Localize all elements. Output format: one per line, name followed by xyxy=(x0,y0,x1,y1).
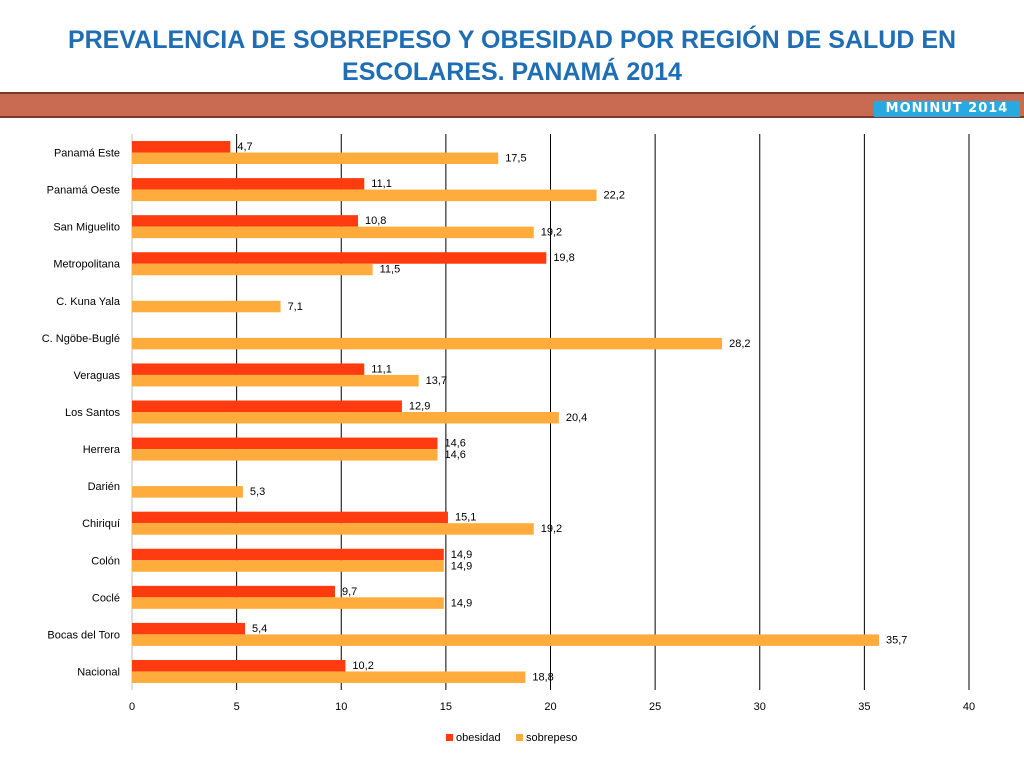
category-label: Nacional xyxy=(77,666,120,678)
x-tick-label: 35 xyxy=(858,701,870,713)
sobrepeso-bar xyxy=(132,671,526,683)
sobrepeso-bar xyxy=(132,597,444,609)
category-label: C. Kuna Yala xyxy=(56,296,121,308)
title-line-2: ESCOLARES. PANAMÁ 2014 xyxy=(342,58,682,86)
data-labels: 4,7 17,5 11,1 22,2 10,8 19,2 19,8 11,5 7,1 28,2 11… xyxy=(237,141,907,683)
obesidad-bar xyxy=(132,585,335,598)
sobrepeso-bar xyxy=(132,300,281,313)
category-label: Darién xyxy=(88,481,120,493)
sobrepeso-data-label: 5,3 xyxy=(250,486,265,498)
category-labels: Panamá Este Panamá Oeste San Miguelito Metr… xyxy=(42,148,121,679)
x-tick-label: 20 xyxy=(544,701,556,713)
sobrepeso-bar xyxy=(132,263,373,276)
x-tick-label: 40 xyxy=(963,701,975,713)
category-label: Metropolitana xyxy=(53,259,121,271)
obesidad-data-label: 10,2 xyxy=(352,660,373,672)
obesidad-bar xyxy=(132,548,444,561)
obesidad-bar xyxy=(132,215,358,227)
x-tick-label: 15 xyxy=(440,701,452,713)
obesidad-bar xyxy=(132,141,231,153)
x-tick-label: 5 xyxy=(234,701,240,713)
category-label: Bocas del Toro xyxy=(47,629,120,641)
x-tick-labels: 0 5 10 15 20 25 30 35 40 xyxy=(129,701,975,713)
sobrepeso-data-label: 7,1 xyxy=(288,301,303,313)
obesidad-bar xyxy=(132,363,365,375)
category-label: Veraguas xyxy=(74,370,121,382)
sobrepeso-bar xyxy=(132,374,419,387)
obesidad-data-label: 4,7 xyxy=(237,141,252,153)
sobrepeso-data-label: 17,5 xyxy=(505,153,526,165)
obesidad-bar xyxy=(132,622,245,635)
obesidad-data-label: 19,8 xyxy=(553,252,574,264)
sobrepeso-bar xyxy=(132,523,534,535)
obesidad-data-label: 5,4 xyxy=(252,623,267,635)
sobrepeso-data-label: 19,2 xyxy=(541,523,562,535)
obesidad-data-label: 12,9 xyxy=(409,401,430,413)
sobrepeso-data-label: 19,2 xyxy=(541,227,562,239)
category-label: Chiriquí xyxy=(82,518,120,530)
header-banner: MONINUT 2014 xyxy=(0,92,1024,118)
category-label: Coclé xyxy=(92,592,120,604)
sobrepeso-legend-label: sobrepeso xyxy=(526,732,577,744)
obesidad-legend-swatch xyxy=(446,734,453,741)
sobrepeso-bar xyxy=(132,337,723,350)
sobrepeso-data-label: 14,9 xyxy=(451,597,472,609)
obesidad-legend-label: obesidad xyxy=(456,732,501,744)
sobrepeso-data-label: 14,6 xyxy=(445,449,466,461)
sobrepeso-data-label: 22,2 xyxy=(604,190,625,202)
moninut-badge: MONINUT 2014 xyxy=(874,101,1020,117)
obesidad-bar xyxy=(132,252,547,264)
x-tick-label: 0 xyxy=(129,701,135,713)
category-label: Colón xyxy=(91,555,120,567)
sobrepeso-bar xyxy=(132,152,499,165)
sobrepeso-data-label: 18,8 xyxy=(532,671,553,683)
obesidad-data-label: 14,9 xyxy=(451,549,472,561)
obesidad-data-label: 11,1 xyxy=(371,363,392,375)
x-tick-label: 30 xyxy=(754,701,766,713)
bars xyxy=(132,141,880,683)
sobrepeso-data-label: 13,7 xyxy=(426,375,447,387)
sobrepeso-bar xyxy=(132,226,534,239)
category-label: Herrera xyxy=(83,444,121,456)
sobrepeso-bar xyxy=(132,560,444,572)
obesidad-bar xyxy=(132,437,438,450)
category-label: San Miguelito xyxy=(53,222,120,234)
title-line-1: PREVALENCIA DE SOBREPESO Y OBESIDAD POR … xyxy=(67,26,957,54)
obesidad-bar xyxy=(132,178,365,190)
obesidad-data-label: 11,1 xyxy=(371,178,392,190)
sobrepeso-data-label: 11,5 xyxy=(380,264,401,276)
legend: obesidad sobrepeso xyxy=(446,732,577,744)
category-label: Panamá Este xyxy=(54,148,120,160)
sobrepeso-bar xyxy=(132,449,438,461)
x-tick-label: 25 xyxy=(649,701,661,713)
obesidad-data-label: 14,6 xyxy=(445,438,466,450)
obesidad-bar xyxy=(132,511,448,524)
sobrepeso-bar xyxy=(132,412,559,424)
category-label: Los Santos xyxy=(65,407,121,419)
obesidad-data-label: 10,8 xyxy=(365,215,386,227)
sobrepeso-bar xyxy=(132,634,880,646)
sobrepeso-data-label: 35,7 xyxy=(886,634,907,646)
sobrepeso-bar xyxy=(132,189,597,202)
obesidad-data-label: 9,7 xyxy=(342,586,357,598)
category-label: Panamá Oeste xyxy=(47,185,120,197)
category-label: C. Ngöbe-Buglé xyxy=(42,333,120,345)
page-title: PREVALENCIA DE SOBREPESO Y OBESIDAD POR … xyxy=(20,24,1004,88)
sobrepeso-data-label: 28,2 xyxy=(729,338,750,350)
obesidad-data-label: 15,1 xyxy=(455,512,476,524)
x-tick-label: 10 xyxy=(335,701,347,713)
obesidad-bar xyxy=(132,400,402,412)
sobrepeso-legend-swatch xyxy=(516,734,523,741)
sobrepeso-data-label: 14,9 xyxy=(451,560,472,572)
sobrepeso-bar xyxy=(132,486,243,498)
obesidad-bar xyxy=(132,659,346,672)
sobrepeso-data-label: 20,4 xyxy=(566,412,587,424)
